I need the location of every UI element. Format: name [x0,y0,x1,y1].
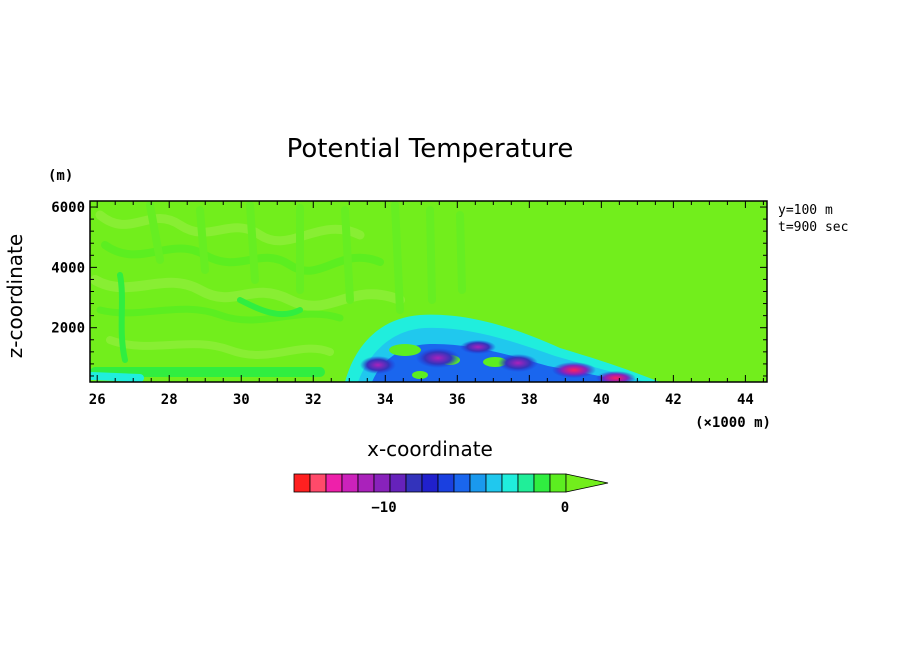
x-tick-label: 44 [737,392,754,408]
colorbar-swatch [501,473,519,493]
y-unit-label: (m) [48,168,73,184]
colorbar-swatch [533,473,551,493]
colorbar-label-minus10: −10 [371,500,396,516]
x-tick-label: 40 [593,392,610,408]
chart-title: Potential Temperature [287,134,574,164]
colorbar-swatch [453,473,471,493]
y-tick-label: 2000 [51,321,85,337]
colorbar-swatch [405,473,423,493]
colorbar-swatch [373,473,391,493]
colorbar-swatch [309,473,327,493]
colorbar-swatch [341,473,359,493]
colorbar-swatch [549,473,567,493]
x-tick-label: 28 [161,392,178,408]
x-tick-label: 32 [305,392,322,408]
colorbar-swatch [517,473,535,493]
annotation-y: y=100 m [778,203,833,218]
colorbar-swatch [325,473,343,493]
x-tick-label: 42 [665,392,682,408]
colorbar-swatch [469,473,487,493]
wave-bands [90,201,466,382]
y-tick-labels: 2000 4000 6000 [51,200,85,337]
annotation-t: t=900 sec [778,220,848,235]
x-unit-label: (×1000 m) [695,415,771,431]
x-tick-label: 34 [377,392,394,408]
x-tick-labels: 26 28 30 32 34 36 38 40 42 44 [89,392,754,408]
x-tick-label: 36 [449,392,466,408]
y-axis-label: z-coordinate [3,234,27,358]
y-tick-marks [90,206,767,377]
colorbar-swatch [421,473,439,493]
colorbar-over-arrow [565,473,609,493]
x-tick-label: 38 [521,392,538,408]
anomaly-cells [360,340,636,382]
colorbar [293,473,609,493]
y-tick-label: 4000 [51,260,85,276]
colorbar-swatch [437,473,455,493]
colorbar-swatch [357,473,375,493]
x-tick-label: 30 [233,392,250,408]
x-axis-label: x-coordinate [367,437,493,461]
colorbar-swatch [485,473,503,493]
plot-area [90,201,767,382]
y-tick-label: 6000 [51,200,85,216]
x-tick-marks [96,201,764,382]
colorbar-swatch [389,473,407,493]
x-tick-label: 26 [89,392,106,408]
colorbar-label-0: 0 [561,500,569,516]
colorbar-swatch [293,473,311,493]
